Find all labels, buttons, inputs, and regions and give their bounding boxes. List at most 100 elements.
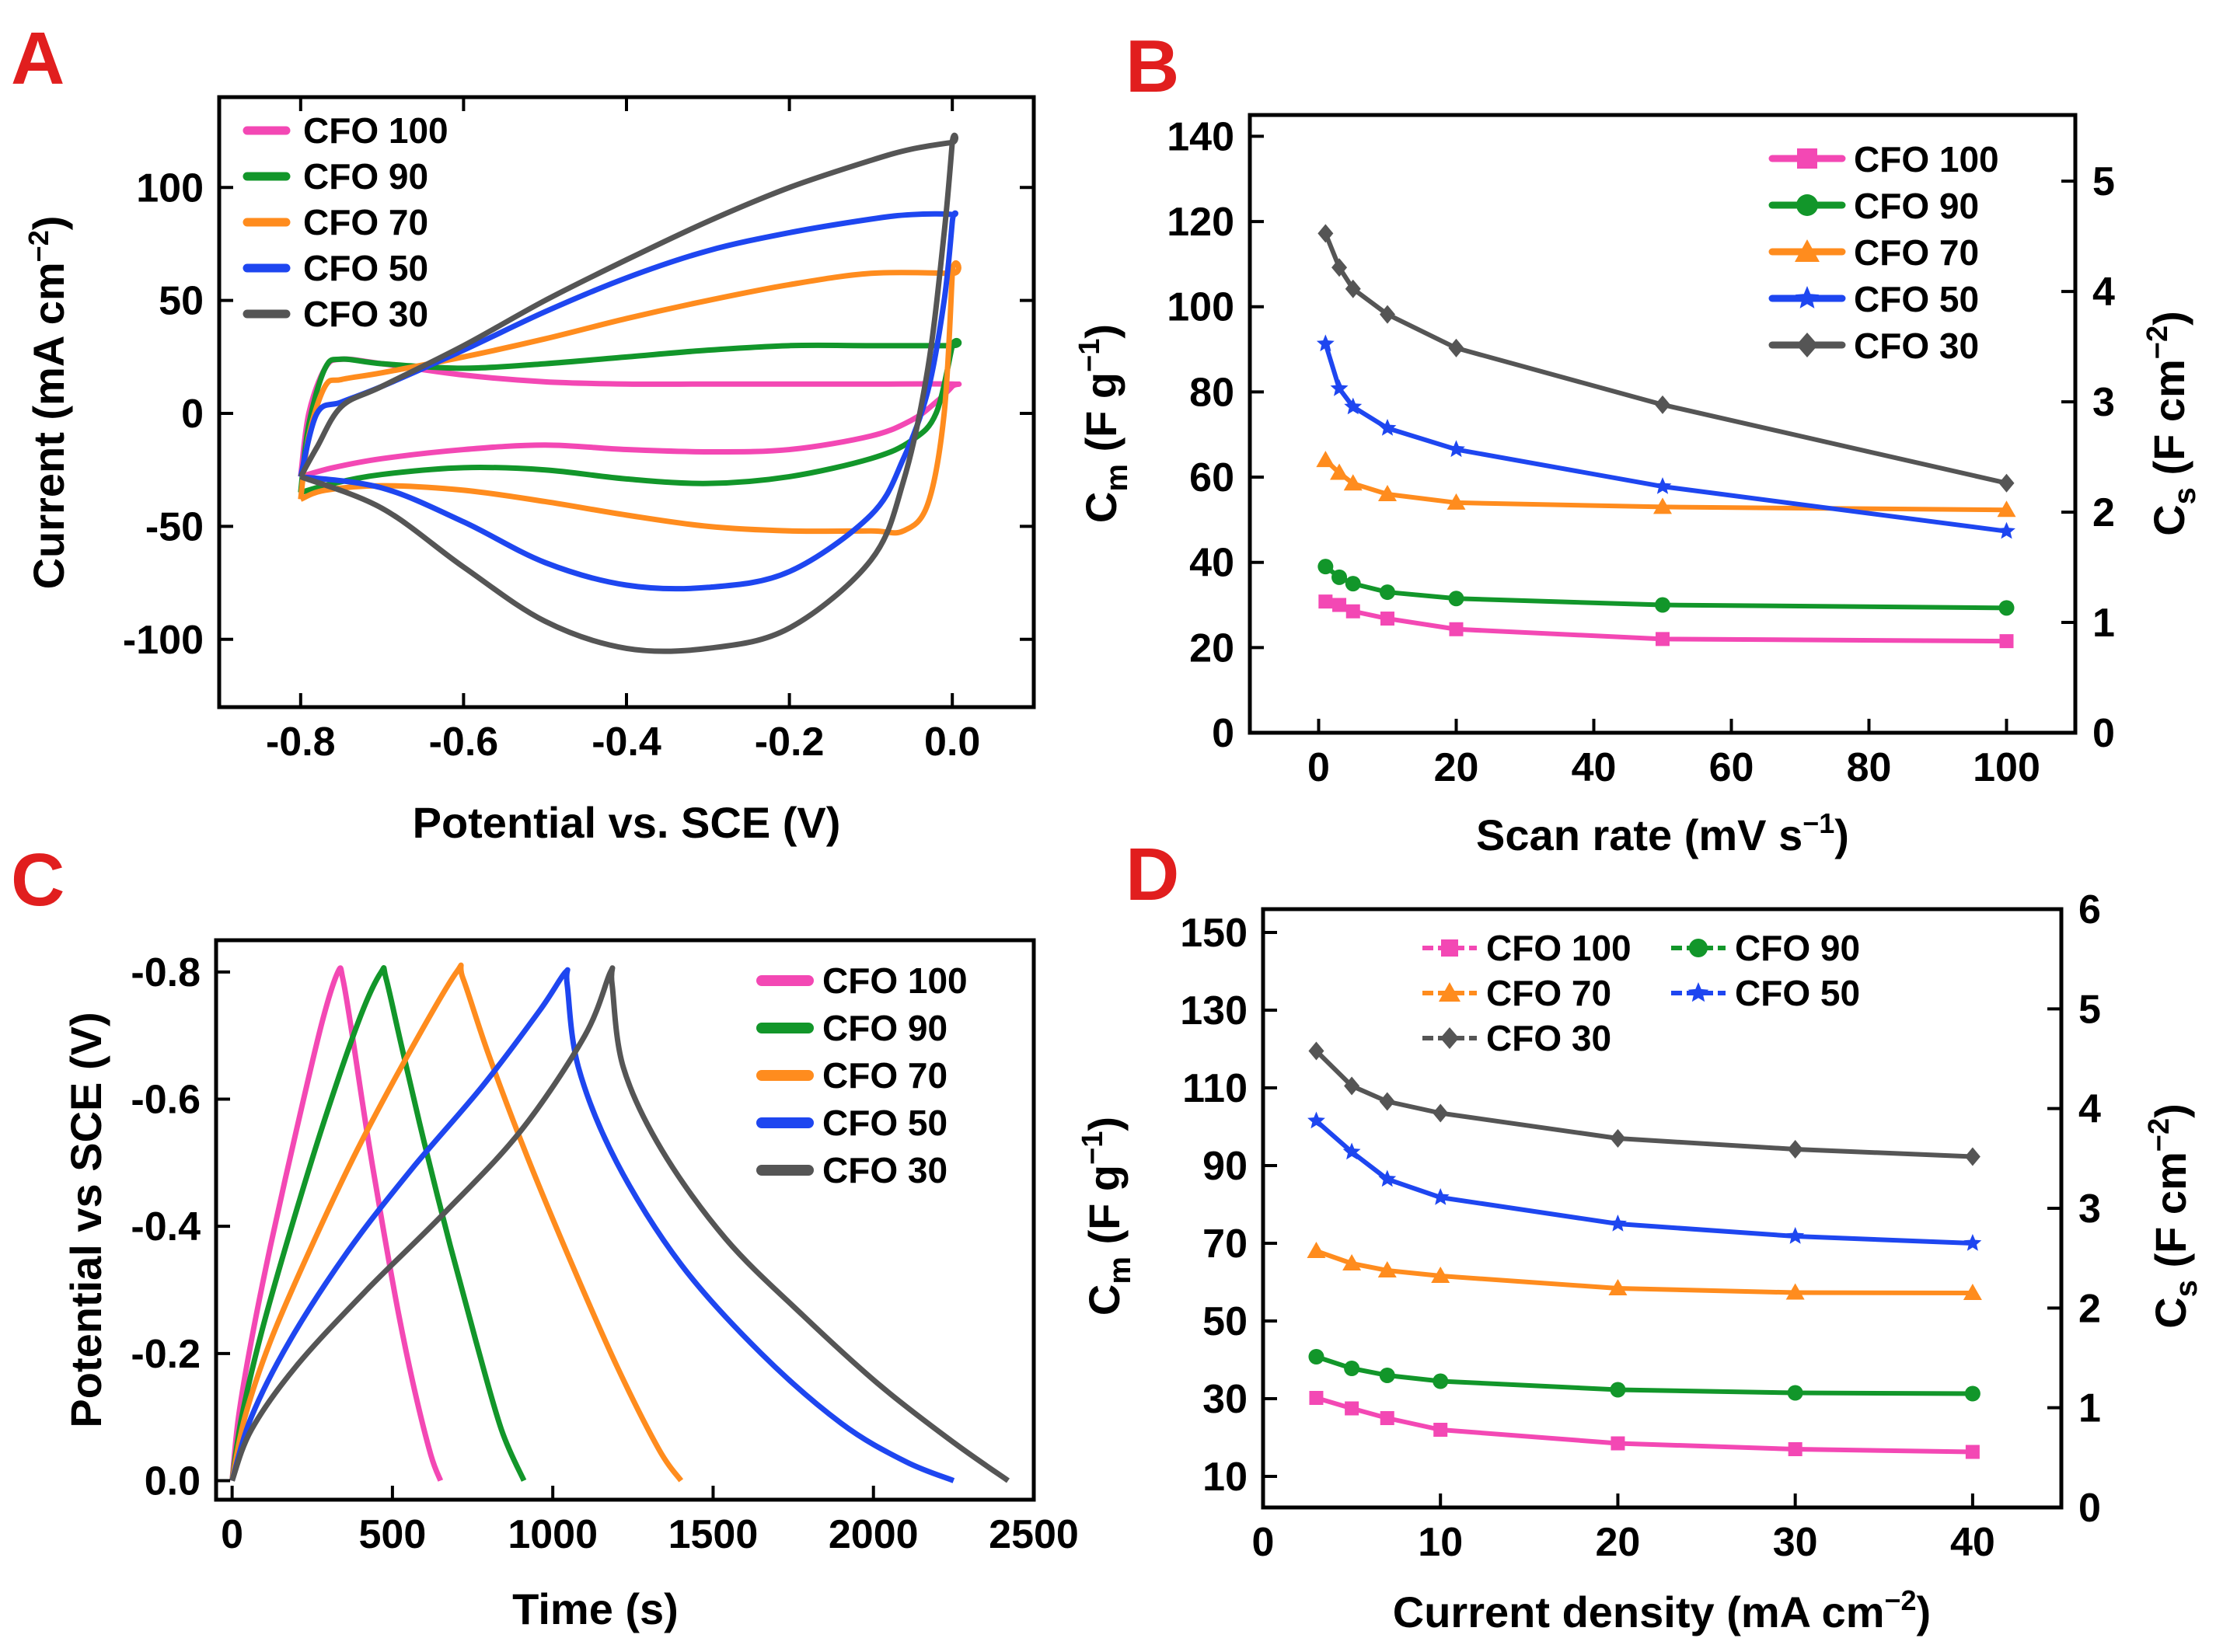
series-line-cfo-70 [1315, 1249, 1973, 1295]
marker-star [1378, 419, 1397, 436]
legend-label: CFO 90 [1735, 928, 1860, 968]
y-tick-label: 90 [1202, 1144, 1248, 1189]
y-tick-label: 100 [1167, 285, 1234, 330]
marker-triangle [1378, 484, 1397, 501]
panel-a-y-title-sup: −2 [23, 230, 54, 262]
y-tick-label: 0 [181, 392, 204, 437]
panel-d-x-title-end: ) [1917, 1588, 1932, 1636]
y-right-tick-label: 4 [2092, 270, 2115, 315]
legend-label: CFO 50 [822, 1103, 947, 1143]
x-tick-label: 20 [1434, 745, 1479, 790]
x-tick-label: -0.8 [266, 720, 336, 765]
marker-square [1309, 1391, 1324, 1405]
x-tick-label: 40 [1950, 1520, 1995, 1565]
marker-star [1344, 397, 1363, 415]
x-tick-label: 2500 [989, 1512, 1079, 1557]
panel-d-y-left-tail: (F g [1080, 1165, 1129, 1256]
panel-b: 0 20 40 60 80 100 0 20 40 60 80 100 120 140 0 1 2 3 4 5 CFO… [1073, 113, 2202, 859]
marker-circle [1344, 1361, 1360, 1376]
y-right-tick-label: 1 [2092, 601, 2115, 646]
marker-triangle [1342, 1254, 1362, 1270]
panel-b-y-right-sup: −2 [2141, 326, 2174, 359]
legend-label: CFO 90 [1854, 186, 1979, 226]
y-tick-label: -0.2 [131, 1332, 201, 1377]
panel-b-x-title-sup: −1 [1802, 807, 1834, 839]
marker-square [1380, 1411, 1394, 1425]
panel-a-x-title: Potential vs. SCE (V) [413, 798, 841, 847]
panel-b-ticks: 0 20 40 60 80 100 0 20 40 60 80 100 120 140 0 1 2 3 4 5 [1167, 114, 2115, 790]
marker-circle [1308, 1349, 1324, 1364]
marker-circle [1345, 576, 1361, 592]
panel-a-y-title: Current (mA cm−2) [23, 216, 73, 590]
marker-circle [1998, 600, 2015, 616]
marker-star [1653, 477, 1672, 494]
marker-square [1965, 1445, 1980, 1459]
marker-circle [1448, 591, 1464, 607]
x-tick-label: -0.6 [429, 720, 499, 765]
series-line-cfo-30 [298, 132, 958, 654]
legend-label: CFO 100 [822, 960, 968, 1001]
marker-star [1342, 1142, 1361, 1160]
marker-square [1380, 612, 1394, 626]
x-tick-label: -0.2 [755, 720, 825, 765]
y-right-tick-label: 0 [2078, 1486, 2101, 1531]
panel-b-y-right-main: C [2144, 504, 2193, 535]
marker-star [1316, 334, 1335, 352]
x-tick-label: 2000 [829, 1512, 919, 1557]
marker-circle [1655, 597, 1670, 613]
y-tick-label: 100 [136, 166, 204, 211]
series-line-cfo-90 [229, 965, 527, 1482]
marker-circle [1379, 1368, 1395, 1383]
y-tick-label: -50 [145, 504, 204, 549]
marker-square [1345, 604, 1360, 619]
panel-d-y-right-tail: (F cm [2146, 1152, 2195, 1280]
panel-a: -0.8 -0.6 -0.4 -0.2 0.0 -100 -50 0 50 100 CFO 100… [23, 95, 1036, 847]
marker-square [1449, 622, 1464, 636]
x-tick-label: 1500 [668, 1512, 759, 1557]
marker-square [1345, 1401, 1359, 1416]
legend-label: CFO 50 [1735, 973, 1860, 1013]
panel-a-legend: CFO 100 CFO 90 CFO 70 CFO 50 CFO 30 [243, 110, 448, 334]
x-tick-label: 30 [1773, 1520, 1818, 1565]
panel-c-x-title: Time (s) [512, 1584, 679, 1633]
panel-d-y-right-main: C [2146, 1297, 2195, 1328]
panel-b-y-right-end: ) [2144, 311, 2193, 326]
panel-label-b: B [1125, 25, 1179, 108]
series-line-cfo-70 [298, 260, 961, 536]
marker-square [1433, 1423, 1448, 1437]
marker-triangle [1316, 451, 1335, 468]
marker-star [1795, 286, 1820, 308]
marker-star [1963, 1234, 1982, 1251]
marker-diamond [1787, 1140, 1803, 1159]
y-tick-label: 20 [1189, 626, 1234, 671]
panel-d-y-right-sup: −2 [2143, 1118, 2176, 1152]
y-right-tick-label: 2 [2092, 490, 2115, 535]
marker-diamond [1344, 1076, 1360, 1096]
marker-diamond [1379, 1092, 1395, 1111]
panel-c-y-title: Potential vs SCE (V) [61, 1012, 110, 1427]
marker-star [1307, 1111, 1325, 1129]
marker-star [1998, 521, 2015, 539]
y-tick-label: 0 [1212, 711, 1234, 756]
y-tick-label: 120 [1167, 200, 1234, 245]
panel-a-y-title-tail: ) [24, 216, 73, 231]
marker-diamond [1380, 305, 1395, 324]
panel-b-y-left-end: ) [1077, 324, 1125, 339]
panel-d-x-title: Current density (mA cm−2) [1393, 1584, 1931, 1636]
x-tick-label: 20 [1596, 1520, 1641, 1565]
panel-b-frame [1248, 113, 2078, 735]
marker-star [1330, 379, 1349, 396]
legend-label: CFO 30 [303, 294, 428, 334]
y-tick-label: 40 [1189, 541, 1234, 586]
panel-b-x-title: Scan rate (mV s−1) [1476, 807, 1849, 859]
series-line-cfo-30 [1314, 1049, 1973, 1159]
marker-diamond [1610, 1129, 1626, 1148]
panel-a-ticks: -0.8 -0.6 -0.4 -0.2 0.0 -100 -50 0 50 100 [123, 97, 1034, 765]
panel-b-y-right-sub: s [2168, 487, 2202, 504]
marker-diamond [1655, 395, 1670, 414]
panel-b-legend: CFO 100 CFO 90 CFO 70 CFO 50 CFO 30 [1768, 139, 1999, 366]
marker-circle [1796, 194, 1818, 216]
marker-circle [1689, 939, 1708, 957]
